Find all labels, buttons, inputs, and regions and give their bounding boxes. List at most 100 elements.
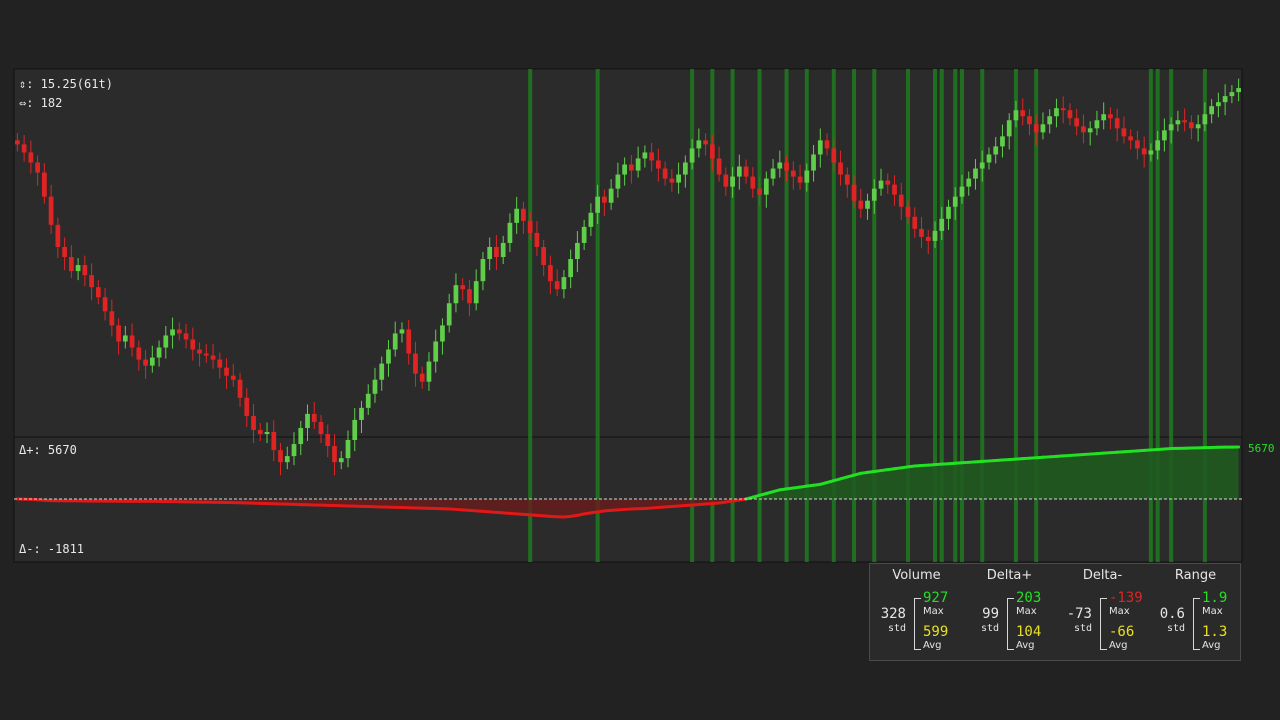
candle-body [514, 208, 520, 223]
candle-body [365, 393, 371, 408]
candle-body [183, 333, 189, 340]
candle-body [325, 434, 331, 447]
candle-body [379, 363, 385, 380]
stat-delta-plus: Delta+ 99 std 203 Max 104 Avg [963, 564, 1056, 662]
highlight-bar [1169, 69, 1174, 562]
candle-body [696, 140, 702, 149]
candle-body [129, 335, 135, 348]
candle-body [1047, 116, 1053, 125]
highlight-bar [690, 69, 695, 562]
candle-body [1175, 120, 1181, 125]
candle-body [176, 329, 182, 334]
candle-body [460, 285, 466, 290]
candle-body [939, 218, 945, 231]
stat-max-label: Max [1202, 606, 1223, 617]
candle-body [149, 357, 155, 366]
candle-body [716, 158, 722, 175]
highlight-bar [528, 69, 533, 562]
candle-body [35, 162, 40, 173]
candle-body [851, 184, 857, 201]
candle-body [932, 230, 938, 241]
candle-body [1229, 92, 1235, 97]
candle-body [311, 413, 317, 422]
stat-delta-minus: Delta- -73 std -139 Max -66 Avg [1056, 564, 1149, 662]
candle-body [608, 188, 614, 203]
candle-body [521, 208, 526, 221]
stat-std-value: 328 [880, 606, 906, 622]
candle-body [757, 188, 762, 195]
candle-body [203, 353, 209, 356]
candle-body [116, 325, 121, 342]
candle-body [656, 160, 661, 169]
stat-std-value: 0.6 [1159, 606, 1185, 622]
candle-body [548, 265, 553, 282]
candle-body [635, 158, 641, 171]
candle-body [952, 196, 958, 207]
candle-body [925, 236, 931, 241]
candle-body [68, 257, 74, 272]
candle-body [784, 162, 789, 171]
highlight-bar [757, 69, 762, 562]
candle-body [1195, 124, 1201, 129]
stat-max-label: Max [923, 606, 944, 617]
candle-body [804, 170, 810, 183]
candle-body [1054, 108, 1059, 117]
candle-body [217, 359, 223, 368]
candle-body [986, 154, 992, 163]
candle-body [480, 259, 486, 282]
highlight-bar [730, 69, 735, 562]
candle-body [345, 440, 351, 459]
candle-body [703, 140, 708, 145]
highlight-bar [906, 69, 911, 562]
candle-body [1087, 128, 1093, 133]
candle-body [966, 178, 972, 187]
candle-body [1141, 148, 1147, 155]
candle-body [1168, 124, 1174, 131]
stat-std-label: std [1166, 623, 1185, 634]
candle-body [865, 200, 870, 209]
stat-avg-value: 599 [923, 624, 949, 640]
highlight-bar [872, 69, 877, 562]
candle-body [743, 166, 749, 177]
candle-body [55, 224, 61, 247]
candle-body [527, 220, 533, 233]
candle-body [372, 379, 378, 394]
height-readout: ⇕: 15.25(61t) [19, 77, 113, 91]
candle-body [95, 287, 101, 298]
candle-body [89, 275, 94, 288]
highlight-bar [852, 69, 857, 562]
stat-bracket [1193, 598, 1200, 650]
candle-body [352, 419, 358, 441]
candle-body [561, 277, 567, 290]
candle-body [419, 373, 425, 382]
candle-body [831, 148, 837, 163]
stat-avg-value: 104 [1016, 624, 1042, 640]
candle-body [1128, 136, 1134, 141]
candle-body [1114, 118, 1120, 129]
candle-body [48, 196, 54, 225]
candle-body [1148, 150, 1154, 155]
highlight-bar [1155, 69, 1160, 562]
candle-body [170, 329, 175, 336]
candle-body [642, 152, 648, 159]
candle-body [885, 180, 891, 185]
stat-avg-label: Avg [1016, 640, 1035, 651]
candle-body [251, 415, 256, 430]
candle-body [453, 285, 459, 304]
candle-body [588, 212, 594, 227]
candle-body [750, 176, 756, 189]
candle-body [689, 148, 695, 163]
candle-body [1020, 110, 1026, 117]
candle-body [21, 144, 27, 153]
highlight-bar [710, 69, 715, 562]
candle-body [790, 170, 796, 177]
highlight-bar [1148, 69, 1153, 562]
candle-body [662, 168, 668, 179]
stat-max-value: 927 [923, 590, 949, 606]
delta-line [15, 445, 1241, 519]
candle-body [1006, 120, 1012, 137]
candle-body [1216, 102, 1221, 107]
stat-max-label: Max [1016, 606, 1037, 617]
candle-body [595, 196, 600, 213]
candle-body [473, 281, 479, 304]
